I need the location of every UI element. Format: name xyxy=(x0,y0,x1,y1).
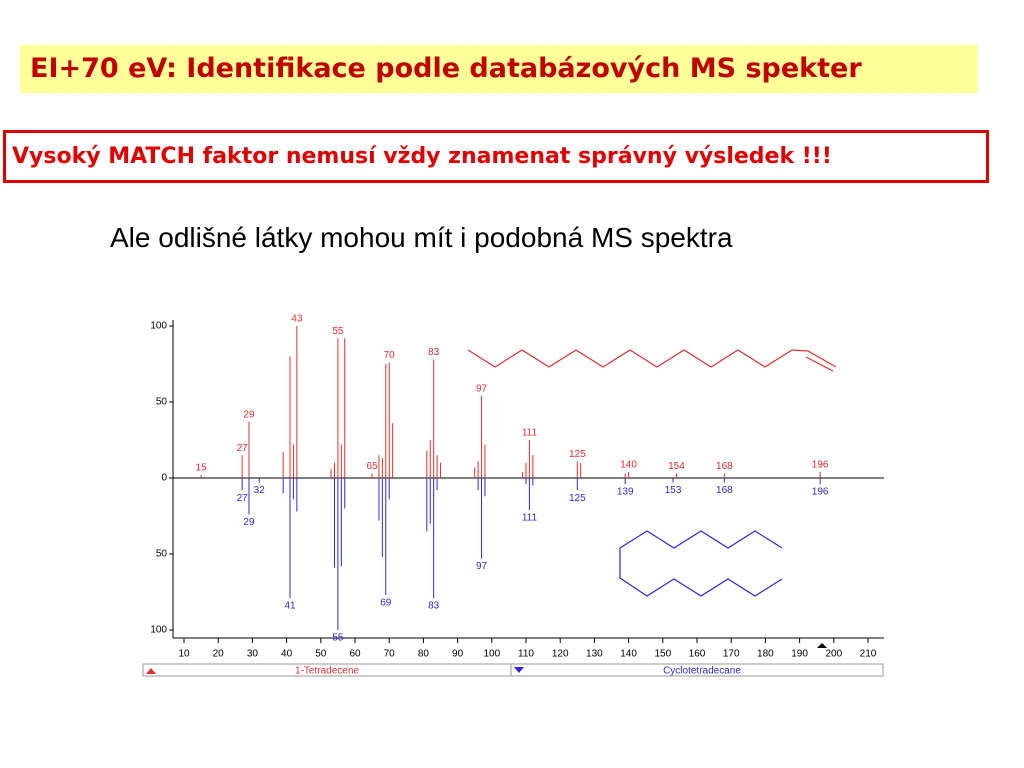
x-tick-label: 100 xyxy=(483,649,500,660)
peak-label: 32 xyxy=(254,485,266,496)
legend-entry: 1-Tetradecene xyxy=(295,666,359,677)
x-tick-label: 90 xyxy=(452,649,464,660)
legend-entry: Cyclotetradecane xyxy=(663,666,741,677)
warning-box: Vysoký MATCH faktor nemusí vždy znamenat… xyxy=(3,130,989,183)
peak-label: 140 xyxy=(620,460,637,471)
cursor-marker xyxy=(817,643,827,648)
x-tick-label: 200 xyxy=(825,649,842,660)
peak-label: 125 xyxy=(569,449,586,460)
peak-label: 168 xyxy=(716,485,733,496)
x-tick-label: 80 xyxy=(418,649,430,660)
structure-tetradecene xyxy=(467,349,837,368)
peak-label: 111 xyxy=(522,513,538,524)
peak-label: 27 xyxy=(237,443,249,454)
peak-label: 153 xyxy=(665,485,682,496)
x-tick-label: 50 xyxy=(315,649,327,660)
legend-bar xyxy=(142,663,884,677)
x-tick-label: 190 xyxy=(791,649,808,660)
peak-label: 97 xyxy=(476,561,488,572)
peak-label: 55 xyxy=(332,326,344,337)
peak-label: 125 xyxy=(569,493,586,504)
peak-label: 83 xyxy=(428,601,440,612)
y-tick-label: 0 xyxy=(161,473,167,484)
x-tick-label: 40 xyxy=(281,649,293,660)
x-tick-label: 210 xyxy=(860,649,877,660)
x-tick-label: 110 xyxy=(518,649,534,660)
x-tick-label: 170 xyxy=(723,649,740,660)
x-tick-label: 150 xyxy=(654,649,671,660)
peak-label: 29 xyxy=(243,517,255,528)
x-tick-label: 160 xyxy=(689,649,706,660)
structure-double-bond xyxy=(805,356,834,372)
y-tick-label: 100 xyxy=(150,625,167,636)
x-tick-label: 180 xyxy=(757,649,774,660)
peak-label: 43 xyxy=(291,314,303,325)
x-tick-label: 30 xyxy=(247,649,259,660)
peak-label: 196 xyxy=(812,487,829,498)
peak-label: 41 xyxy=(284,601,296,612)
peak-label: 65 xyxy=(367,461,379,472)
x-tick-label: 130 xyxy=(586,649,603,660)
peak-label: 154 xyxy=(668,461,685,472)
legend-icon xyxy=(514,667,524,673)
structure-cyclotetradecane xyxy=(619,530,783,597)
y-tick-label: 50 xyxy=(156,397,168,408)
x-tick-label: 140 xyxy=(620,649,637,660)
peak-label: 139 xyxy=(617,487,634,498)
peak-label: 111 xyxy=(522,428,538,439)
peak-label: 196 xyxy=(812,460,829,471)
peak-label: 69 xyxy=(380,598,392,609)
y-tick-label: 100 xyxy=(150,321,167,332)
peak-label: 55 xyxy=(332,633,344,644)
x-tick-label: 10 xyxy=(178,649,190,660)
x-tick-label: 60 xyxy=(349,649,361,660)
peak-label: 27 xyxy=(237,493,249,504)
peak-label: 168 xyxy=(716,461,733,472)
x-tick-label: 70 xyxy=(384,649,396,660)
y-tick-label: 50 xyxy=(156,549,168,560)
x-tick-label: 120 xyxy=(552,649,569,660)
peak-label: 70 xyxy=(384,350,396,361)
slide-title: EI+70 eV: Identifikace podle databázovýc… xyxy=(20,45,978,93)
legend-icon xyxy=(146,668,156,674)
x-tick-label: 20 xyxy=(213,649,225,660)
peak-label: 83 xyxy=(428,347,440,358)
peak-label: 29 xyxy=(243,409,255,420)
peak-label: 15 xyxy=(196,463,208,474)
subtitle: Ale odlišné látky mohou mít i podobná MS… xyxy=(110,222,733,253)
peak-label: 97 xyxy=(476,384,488,395)
